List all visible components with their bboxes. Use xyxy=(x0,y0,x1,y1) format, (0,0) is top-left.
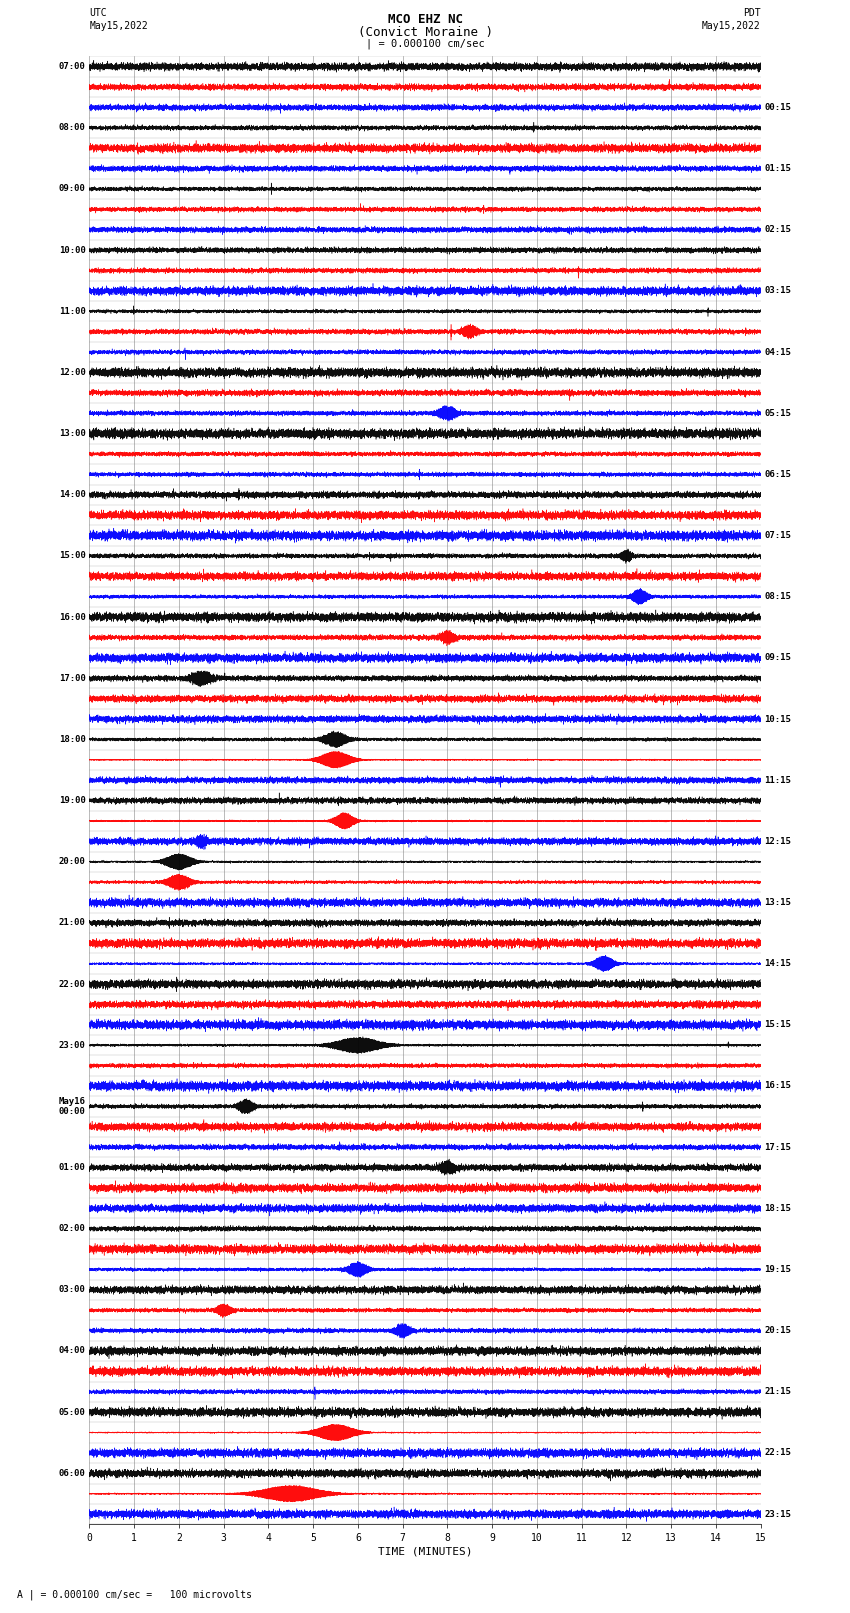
Text: 16:15: 16:15 xyxy=(764,1081,791,1090)
Text: 02:15: 02:15 xyxy=(764,226,791,234)
Text: 01:00: 01:00 xyxy=(59,1163,86,1173)
Text: 23:00: 23:00 xyxy=(59,1040,86,1050)
Text: 03:15: 03:15 xyxy=(764,287,791,295)
Text: UTC: UTC xyxy=(89,8,107,18)
Text: 13:00: 13:00 xyxy=(59,429,86,439)
Text: 21:15: 21:15 xyxy=(764,1387,791,1397)
Text: 09:15: 09:15 xyxy=(764,653,791,663)
Text: 12:15: 12:15 xyxy=(764,837,791,845)
Text: 21:00: 21:00 xyxy=(59,918,86,927)
Text: 03:00: 03:00 xyxy=(59,1286,86,1294)
Text: 18:15: 18:15 xyxy=(764,1203,791,1213)
X-axis label: TIME (MINUTES): TIME (MINUTES) xyxy=(377,1547,473,1557)
Text: 13:15: 13:15 xyxy=(764,898,791,907)
Text: 17:15: 17:15 xyxy=(764,1142,791,1152)
Text: 20:15: 20:15 xyxy=(764,1326,791,1336)
Text: 09:00: 09:00 xyxy=(59,184,86,194)
Text: A | = 0.000100 cm/sec =   100 microvolts: A | = 0.000100 cm/sec = 100 microvolts xyxy=(17,1589,252,1600)
Text: (Convict Moraine ): (Convict Moraine ) xyxy=(358,26,492,39)
Text: 08:15: 08:15 xyxy=(764,592,791,602)
Text: 06:00: 06:00 xyxy=(59,1469,86,1478)
Text: 06:15: 06:15 xyxy=(764,469,791,479)
Text: May15,2022: May15,2022 xyxy=(702,21,761,31)
Text: May16
00:00: May16 00:00 xyxy=(59,1097,86,1116)
Text: 19:15: 19:15 xyxy=(764,1265,791,1274)
Text: 14:15: 14:15 xyxy=(764,960,791,968)
Text: 10:00: 10:00 xyxy=(59,245,86,255)
Text: 22:00: 22:00 xyxy=(59,979,86,989)
Text: 02:00: 02:00 xyxy=(59,1224,86,1234)
Text: 19:00: 19:00 xyxy=(59,797,86,805)
Text: 22:15: 22:15 xyxy=(764,1448,791,1458)
Text: 07:00: 07:00 xyxy=(59,63,86,71)
Text: 11:00: 11:00 xyxy=(59,306,86,316)
Text: 01:15: 01:15 xyxy=(764,165,791,173)
Text: 07:15: 07:15 xyxy=(764,531,791,540)
Text: 04:15: 04:15 xyxy=(764,347,791,356)
Text: 00:15: 00:15 xyxy=(764,103,791,111)
Text: 04:00: 04:00 xyxy=(59,1347,86,1355)
Text: 08:00: 08:00 xyxy=(59,123,86,132)
Text: 15:00: 15:00 xyxy=(59,552,86,560)
Text: May15,2022: May15,2022 xyxy=(89,21,148,31)
Text: PDT: PDT xyxy=(743,8,761,18)
Text: 15:15: 15:15 xyxy=(764,1021,791,1029)
Text: | = 0.000100 cm/sec: | = 0.000100 cm/sec xyxy=(366,39,484,50)
Text: 05:00: 05:00 xyxy=(59,1408,86,1416)
Text: 20:00: 20:00 xyxy=(59,857,86,866)
Text: 23:15: 23:15 xyxy=(764,1510,791,1518)
Text: 16:00: 16:00 xyxy=(59,613,86,621)
Text: 17:00: 17:00 xyxy=(59,674,86,682)
Text: 11:15: 11:15 xyxy=(764,776,791,784)
Text: 12:00: 12:00 xyxy=(59,368,86,377)
Text: 05:15: 05:15 xyxy=(764,408,791,418)
Text: 14:00: 14:00 xyxy=(59,490,86,500)
Text: MCO EHZ NC: MCO EHZ NC xyxy=(388,13,462,26)
Text: 10:15: 10:15 xyxy=(764,715,791,724)
Text: 18:00: 18:00 xyxy=(59,736,86,744)
